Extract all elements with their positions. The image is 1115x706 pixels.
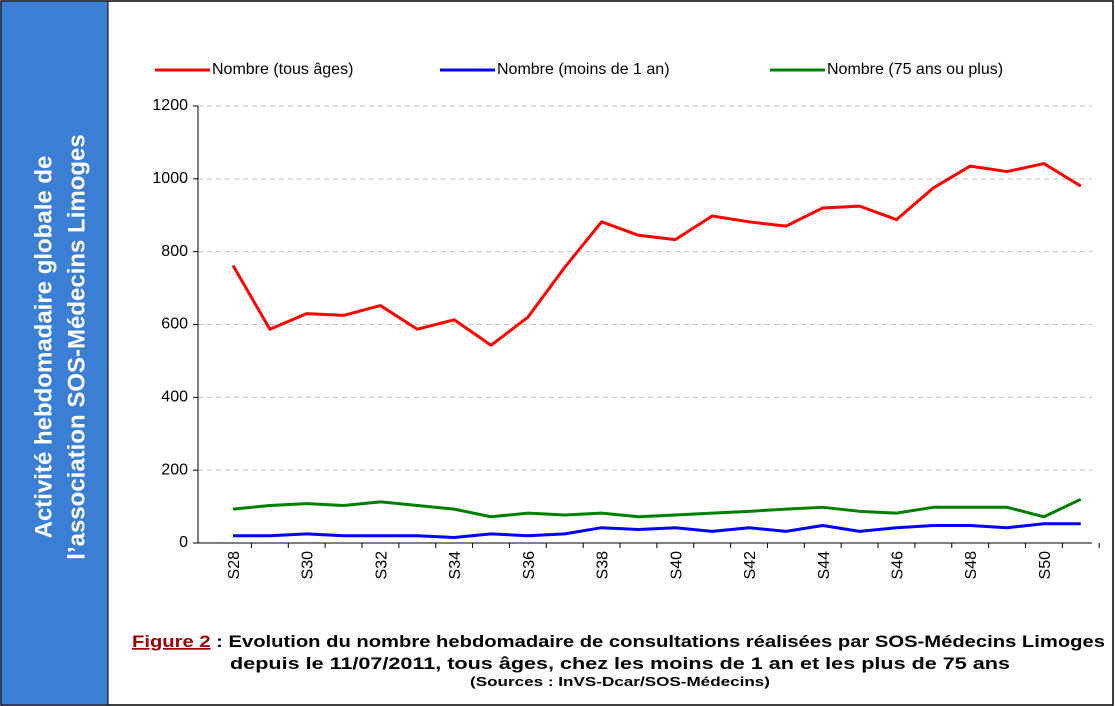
y-tick-label: 1200 xyxy=(152,97,188,114)
series-line xyxy=(232,497,1082,519)
y-tick-label: 600 xyxy=(161,316,188,333)
series-line xyxy=(231,162,1082,347)
x-tick-label: S46 xyxy=(889,551,906,580)
x-tick-label: S32 xyxy=(373,551,390,580)
x-tick-label: S50 xyxy=(1037,551,1054,580)
legend-label: Nombre (moins de 1 an) xyxy=(497,61,670,78)
legend-label: Nombre (tous âges) xyxy=(212,61,353,78)
sidebar-line: Activité hebdomadaire globale de xyxy=(30,156,57,539)
legend-label: Nombre (75 ans ou plus) xyxy=(827,61,1003,78)
y-tick-label: 400 xyxy=(161,389,188,406)
y-tick-label: 1000 xyxy=(152,170,188,187)
x-tick-label: S40 xyxy=(668,551,685,580)
x-tick-label: S38 xyxy=(595,551,612,580)
x-tick-label: S44 xyxy=(816,551,833,580)
figure-label: Figure 2 xyxy=(132,632,211,651)
y-tick-label: 800 xyxy=(161,243,188,260)
y-tick-label: 0 xyxy=(179,534,188,551)
caption-line: depuis le 11/07/2011, tous âges, chez le… xyxy=(230,654,1010,673)
caption-source: (Sources : InVS-Dcar/SOS-Médecins) xyxy=(470,674,770,689)
y-tick-label: 200 xyxy=(161,461,188,478)
x-tick-label: S48 xyxy=(963,551,980,580)
series-line xyxy=(233,522,1081,540)
x-tick-label: S36 xyxy=(521,551,538,580)
sidebar-line: l’association SOS-Médecins Limoges xyxy=(63,134,90,559)
x-tick-label: S28 xyxy=(226,551,243,580)
x-tick-label: S30 xyxy=(300,551,317,580)
x-tick-label: S42 xyxy=(742,551,759,580)
caption-text: : Evolution du nombre hebdomadaire de co… xyxy=(211,632,1105,651)
caption-line: Figure 2 : Evolution du nombre hebdomada… xyxy=(132,632,1105,651)
x-tick-label: S34 xyxy=(447,551,464,580)
sidebar xyxy=(0,0,109,706)
